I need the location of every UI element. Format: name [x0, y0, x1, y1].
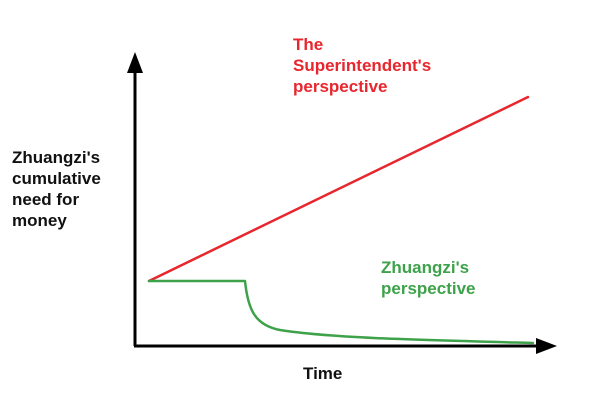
y-axis-label-line-3: need for — [12, 190, 80, 209]
superintendent-label-line-3: perspective — [293, 77, 388, 96]
zhuangzi-perspective-curve — [147, 279, 535, 345]
x-axis-label: Time — [303, 364, 343, 383]
superintendent-label-line-2: Superintendent's — [293, 56, 432, 75]
superintendent-label-line-1: The — [293, 35, 324, 54]
superintendent-perspective-label: The Superintendent's perspective — [293, 34, 431, 97]
zhuangzi-label-line-2: perspective — [381, 279, 476, 298]
superintendent-perspective-line — [147, 95, 530, 283]
y-axis-label-line-4: money — [12, 211, 67, 230]
x-axis-arrow — [536, 338, 557, 354]
y-axis-label: Zhuangzi's cumulative need for money — [12, 147, 101, 231]
y-axis-arrow — [127, 52, 143, 73]
y-axis-label-line-1: Zhuangzi's — [12, 148, 101, 167]
y-axis-label-line-2: cumulative — [12, 169, 101, 188]
zhuangzi-perspective-label: Zhuangzi's perspective — [381, 257, 476, 299]
zhuangzi-label-line-1: Zhuangzi's — [381, 258, 470, 277]
